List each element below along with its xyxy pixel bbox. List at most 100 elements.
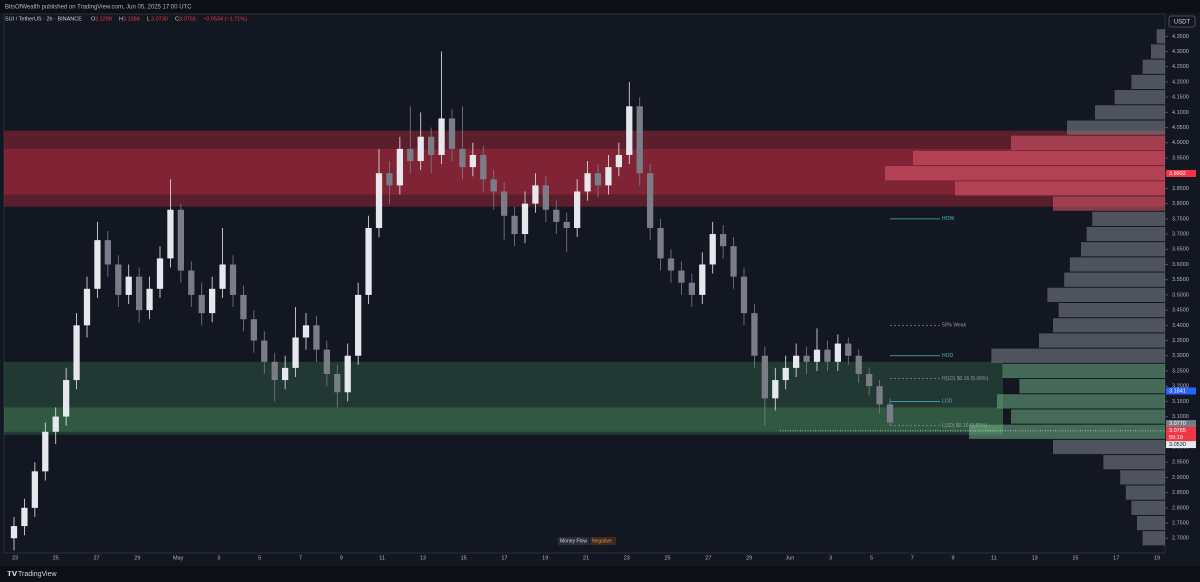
- x-tick-label: 23: [12, 555, 18, 561]
- candle-body: [678, 270, 685, 283]
- ohlc-prefix: C: [175, 16, 179, 22]
- footer-bar: [0, 566, 1200, 582]
- candle-body: [553, 209, 560, 222]
- candle-body: [521, 203, 529, 235]
- symbol-legend: SUI / TetherUS · 2h · BINANCE: [5, 16, 82, 22]
- candle-body: [219, 264, 226, 289]
- candle-body: [63, 380, 70, 417]
- candle-body: [834, 343, 841, 362]
- volume-profile-bar: [1058, 302, 1165, 318]
- candle-body: [574, 191, 581, 228]
- price-marker: [1166, 427, 1196, 435]
- y-tick-label: 3.6500: [1172, 247, 1189, 253]
- candle-body: [636, 106, 643, 174]
- candle-body: [876, 386, 883, 405]
- candle-body: [720, 234, 727, 247]
- candle-body: [761, 355, 768, 399]
- volume-profile-bar: [997, 394, 1165, 409]
- candle-body: [605, 167, 612, 186]
- ohlc-prefix: H: [119, 16, 123, 22]
- candle-body: [21, 507, 28, 527]
- x-tick-label: 29: [746, 555, 752, 561]
- candle-body: [845, 343, 852, 356]
- candle-body: [459, 148, 466, 168]
- candle-body: [563, 221, 570, 228]
- x-tick-label: 23: [624, 555, 630, 561]
- price-marker-label: 3.0765: [1169, 428, 1186, 434]
- price-marker-label: 3.1841: [1169, 388, 1186, 394]
- header-text: BitsOfWealth published on TradingView.co…: [5, 5, 192, 11]
- x-tick-label: 7: [911, 555, 914, 561]
- x-tick-label: 25: [665, 555, 671, 561]
- level-label: HOD: [942, 353, 954, 359]
- x-tick-label: 11: [379, 555, 385, 561]
- y-tick-label: 4.1500: [1172, 95, 1189, 101]
- volume-profile-bar: [1011, 409, 1165, 424]
- x-tick-label: May: [173, 555, 184, 561]
- ohlc-value: 3.0730: [151, 16, 168, 22]
- x-tick-label: 3: [829, 555, 832, 561]
- volume-profile-bar: [1039, 333, 1165, 348]
- volume-profile-bar: [1092, 211, 1165, 226]
- volume-profile-bar: [1064, 272, 1165, 287]
- volume-profile-bar: [1011, 135, 1165, 150]
- countdown-box: [1166, 434, 1196, 442]
- candle-body: [657, 227, 664, 259]
- candle-body: [626, 106, 633, 155]
- y-tick-label: 2.8500: [1172, 490, 1189, 496]
- y-tick-label: 3.5000: [1172, 292, 1189, 298]
- candle-body: [167, 209, 174, 259]
- y-tick-label: 3.4000: [1172, 323, 1189, 329]
- level-label: HOW: [942, 216, 955, 222]
- volume-profile-bar: [1086, 226, 1165, 242]
- volume-profile-bar: [1081, 242, 1165, 257]
- x-tick-label: 27: [705, 555, 711, 561]
- volume-profile-bar: [1137, 515, 1165, 531]
- candle-body: [594, 173, 602, 186]
- volume-profile-bar: [1125, 485, 1165, 500]
- candle-body: [803, 355, 810, 362]
- candle-body: [250, 319, 257, 341]
- y-tick-label: 3.9500: [1172, 155, 1189, 161]
- candle-body: [94, 240, 101, 289]
- x-tick-label: 21: [583, 555, 589, 561]
- candle-body: [730, 246, 737, 277]
- x-tick-label: Jun: [785, 555, 794, 561]
- y-tick-label: 3.7000: [1172, 232, 1189, 238]
- candle-body: [501, 191, 508, 216]
- y-tick-label: 3.6000: [1172, 262, 1189, 268]
- x-tick-label: 25: [53, 555, 59, 561]
- volume-profile-bar: [1002, 363, 1165, 379]
- candle-body: [542, 185, 549, 210]
- volume-profile-bar: [1095, 105, 1165, 120]
- candle-body: [188, 270, 195, 295]
- candle-body: [688, 282, 695, 295]
- volume-profile-bar: [1053, 439, 1165, 455]
- volume-profile-bar: [913, 150, 1165, 166]
- candle-body: [42, 431, 49, 472]
- candle-body: [407, 148, 414, 162]
- candle-body: [156, 258, 164, 289]
- currency-box: [1168, 15, 1196, 28]
- y-tick-label: 3.2000: [1172, 384, 1189, 390]
- y-tick-label: 3.3000: [1172, 353, 1189, 359]
- volume-profile-bar: [1114, 90, 1165, 105]
- candle-body: [396, 148, 403, 186]
- candle-body: [709, 234, 716, 265]
- price-marker: [1166, 441, 1196, 449]
- price-marker: [1166, 420, 1196, 428]
- level-label: L(1D) $0.10 (3.89%): [942, 423, 988, 429]
- ohlc-value: 3.1299: [95, 16, 112, 22]
- candle-body: [146, 288, 153, 311]
- y-tick-label: 3.1500: [1172, 399, 1189, 405]
- candle-body: [313, 325, 320, 350]
- y-tick-label: 2.8000: [1172, 505, 1189, 511]
- level-label: LOD: [942, 399, 953, 405]
- volume-profile-bar: [1156, 29, 1165, 44]
- candle-body: [365, 227, 372, 295]
- candle-body: [282, 367, 289, 381]
- x-tick-label: 5: [258, 555, 261, 561]
- y-tick-label: 4.0000: [1172, 140, 1189, 146]
- x-tick-label: 9: [952, 555, 955, 561]
